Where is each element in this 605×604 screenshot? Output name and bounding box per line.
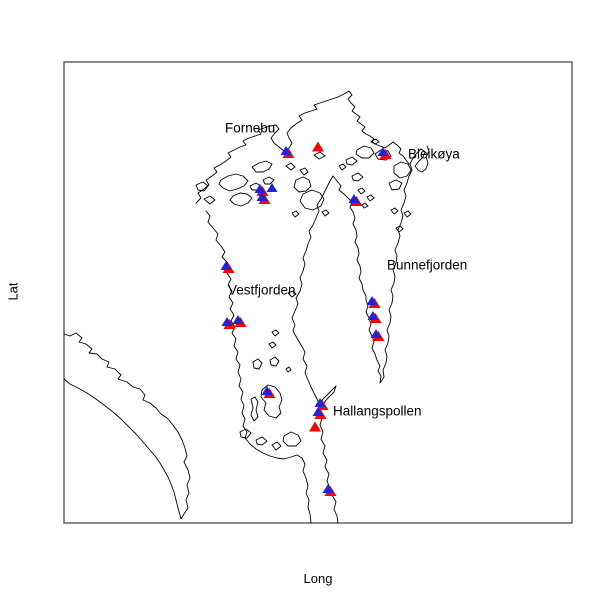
- coastline-segment: [287, 290, 297, 298]
- coastline-segment: [271, 441, 282, 451]
- station-marker: [256, 192, 271, 204]
- coastline-segment: [282, 431, 302, 447]
- station-marker: [377, 147, 392, 159]
- station-marker: [266, 183, 278, 193]
- station-marker: [280, 146, 295, 158]
- blue-triangle-icon: [266, 183, 278, 193]
- blue-triangle-icon: [220, 261, 232, 271]
- coastline-segment: [345, 156, 358, 166]
- blue-triangle-icon: [314, 398, 326, 408]
- blue-triangle-icon: [256, 192, 268, 202]
- blue-triangle-icon: [367, 311, 379, 321]
- blue-triangle-icon: [377, 147, 389, 157]
- coastline-segment: [203, 195, 216, 205]
- station-marker: [261, 386, 276, 398]
- coastline-segment: [403, 210, 412, 218]
- station-marker: [232, 315, 247, 327]
- coastline-segment: [366, 194, 375, 202]
- coastline-segment: [371, 138, 380, 145]
- coastline-segment: [395, 225, 404, 233]
- station-markers: [220, 141, 392, 496]
- place-label: Bunnefjorden: [387, 258, 467, 273]
- blue-triangle-icon: [366, 296, 378, 306]
- coastline-segment: [313, 151, 326, 160]
- place-label: Hallangspollen: [333, 404, 422, 419]
- coastline-segment: [299, 167, 309, 176]
- coastline-segment: [285, 162, 296, 171]
- coastline-segment: [299, 189, 325, 211]
- coastline-segment: [255, 436, 268, 446]
- coastline-segment: [351, 172, 364, 182]
- blue-triangle-icon: [312, 407, 324, 417]
- station-marker: [314, 398, 329, 410]
- coastline-segment: [338, 163, 347, 171]
- coastline-segment: [260, 384, 283, 419]
- coastline-segment: [357, 187, 366, 195]
- place-label: Fornebu: [225, 121, 275, 136]
- station-marker: [221, 317, 236, 329]
- station-marker: [348, 194, 363, 206]
- blue-triangle-icon: [348, 194, 360, 204]
- coastline-segment: [269, 356, 280, 367]
- coastline-segment: [218, 173, 249, 192]
- blue-triangle-icon: [254, 184, 266, 194]
- y-axis-label: Lat: [5, 281, 21, 301]
- coastline-segment: [390, 207, 399, 215]
- blue-triangle-icon: [261, 386, 273, 396]
- place-label: Bleikøya: [408, 147, 460, 162]
- plot-frame: [63, 61, 573, 524]
- coastline-segment: [291, 145, 430, 524]
- coastline-segment: [285, 366, 292, 373]
- coastline-segment: [374, 149, 392, 161]
- place-labels: Fornebu Bleikøya Bunnefjorden Vestfjorden Ha…: [225, 121, 467, 419]
- blue-triangle-icon: [221, 317, 233, 327]
- station-marker: [366, 296, 381, 308]
- coastline: [63, 90, 430, 524]
- coastline-segment: [229, 192, 253, 207]
- coastline-segment: [271, 329, 280, 337]
- station-marker: [220, 261, 235, 273]
- coastline-segment: [321, 209, 330, 217]
- coastline-segment: [361, 202, 369, 209]
- coastline-segment: [251, 160, 273, 173]
- coastline-segment: [293, 176, 312, 193]
- station-marker: [370, 329, 385, 341]
- coastline-segment: [291, 210, 300, 218]
- coastline-segment: [205, 210, 312, 524]
- red-triangle-icon: [309, 421, 321, 432]
- station-marker: [254, 184, 269, 196]
- station-marker: [322, 484, 337, 496]
- coastline-segment: [388, 179, 403, 191]
- station-marker: [312, 141, 324, 152]
- coastline-segment: [195, 90, 410, 204]
- coastline-segment: [239, 428, 252, 439]
- coastline-segment: [355, 145, 375, 159]
- station-marker: [367, 311, 382, 323]
- coastline-segment: [252, 358, 263, 370]
- coastline-segment: [393, 161, 412, 179]
- coastline-segment: [318, 385, 337, 407]
- coastline-segment: [250, 396, 259, 422]
- blue-triangle-icon: [280, 146, 292, 156]
- red-triangle-icon: [312, 141, 324, 152]
- station-marker: [312, 407, 327, 419]
- blue-triangle-icon: [232, 315, 244, 325]
- blue-triangle-icon: [322, 484, 334, 494]
- coastline-segment: [195, 181, 209, 192]
- x-axis-label: Long: [303, 571, 333, 586]
- coastline-segment: [268, 341, 277, 349]
- coastline-segment: [63, 332, 191, 520]
- station-marker: [309, 421, 321, 432]
- blue-triangle-icon: [370, 329, 382, 339]
- place-label: Vestfjorden: [228, 283, 296, 298]
- coastline-segment: [262, 176, 275, 185]
